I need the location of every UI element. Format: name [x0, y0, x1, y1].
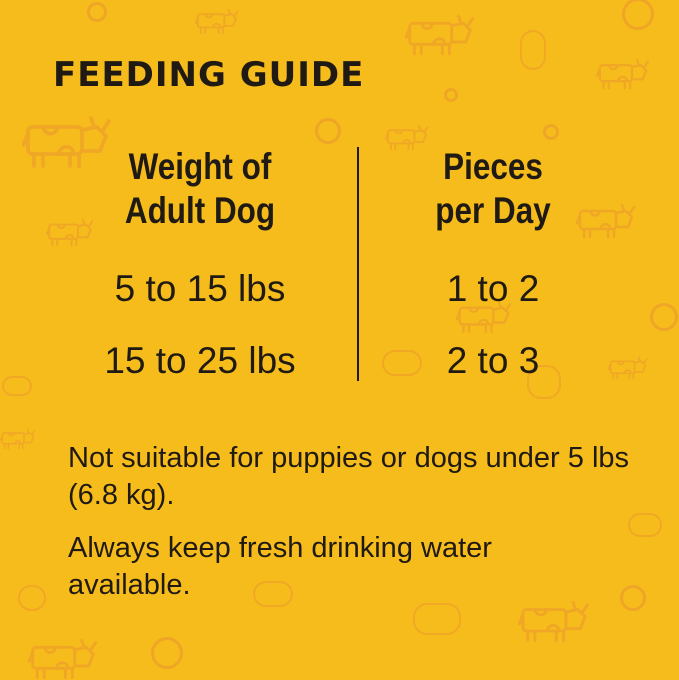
- page-title: FEEDING GUIDE: [53, 55, 365, 95]
- circle-icon: [650, 303, 678, 331]
- pill-icon: [18, 585, 46, 611]
- cow-icon: [28, 638, 98, 680]
- header-line: per Day: [435, 190, 551, 231]
- table-cell-pieces: 1 to 2: [446, 268, 540, 309]
- table-cell-weight: 15 to 25 lbs: [104, 340, 296, 381]
- circle-icon: [444, 88, 458, 102]
- table-cell-weight: 5 to 15 lbs: [114, 268, 286, 309]
- cow-icon: [195, 8, 239, 35]
- note-puppies: Not suitable for puppies or dogs under 5…: [68, 442, 630, 511]
- cow-icon: [596, 58, 650, 90]
- pill-icon: [382, 350, 422, 376]
- circle-icon: [543, 124, 559, 140]
- cow-icon: [0, 428, 36, 450]
- table-cell-pieces: 2 to 3: [446, 340, 540, 381]
- column-divider: [357, 147, 359, 381]
- notes: Not suitable for puppies or dogs under 5…: [68, 440, 648, 604]
- circle-icon: [622, 0, 654, 30]
- pill-icon: [520, 30, 546, 70]
- circle-icon: [315, 118, 341, 144]
- note-water: Always keep fresh drinking water availab…: [68, 532, 492, 601]
- pill-icon: [527, 365, 561, 399]
- circle-icon: [620, 585, 646, 611]
- pill-icon: [2, 376, 32, 396]
- pill-icon: [628, 513, 662, 537]
- pill-icon: [253, 581, 293, 607]
- column-header-pieces: Pieces per Day: [343, 145, 643, 233]
- circle-icon: [87, 2, 107, 22]
- header-line: Adult Dog: [124, 190, 276, 231]
- circle-icon: [151, 637, 183, 669]
- cow-icon: [405, 14, 475, 56]
- column-header-weight: Weight of Adult Dog: [50, 145, 350, 233]
- header-line: Pieces: [443, 146, 543, 187]
- cow-icon: [518, 600, 590, 643]
- pill-icon: [413, 603, 461, 635]
- header-line: Weight of: [128, 146, 272, 187]
